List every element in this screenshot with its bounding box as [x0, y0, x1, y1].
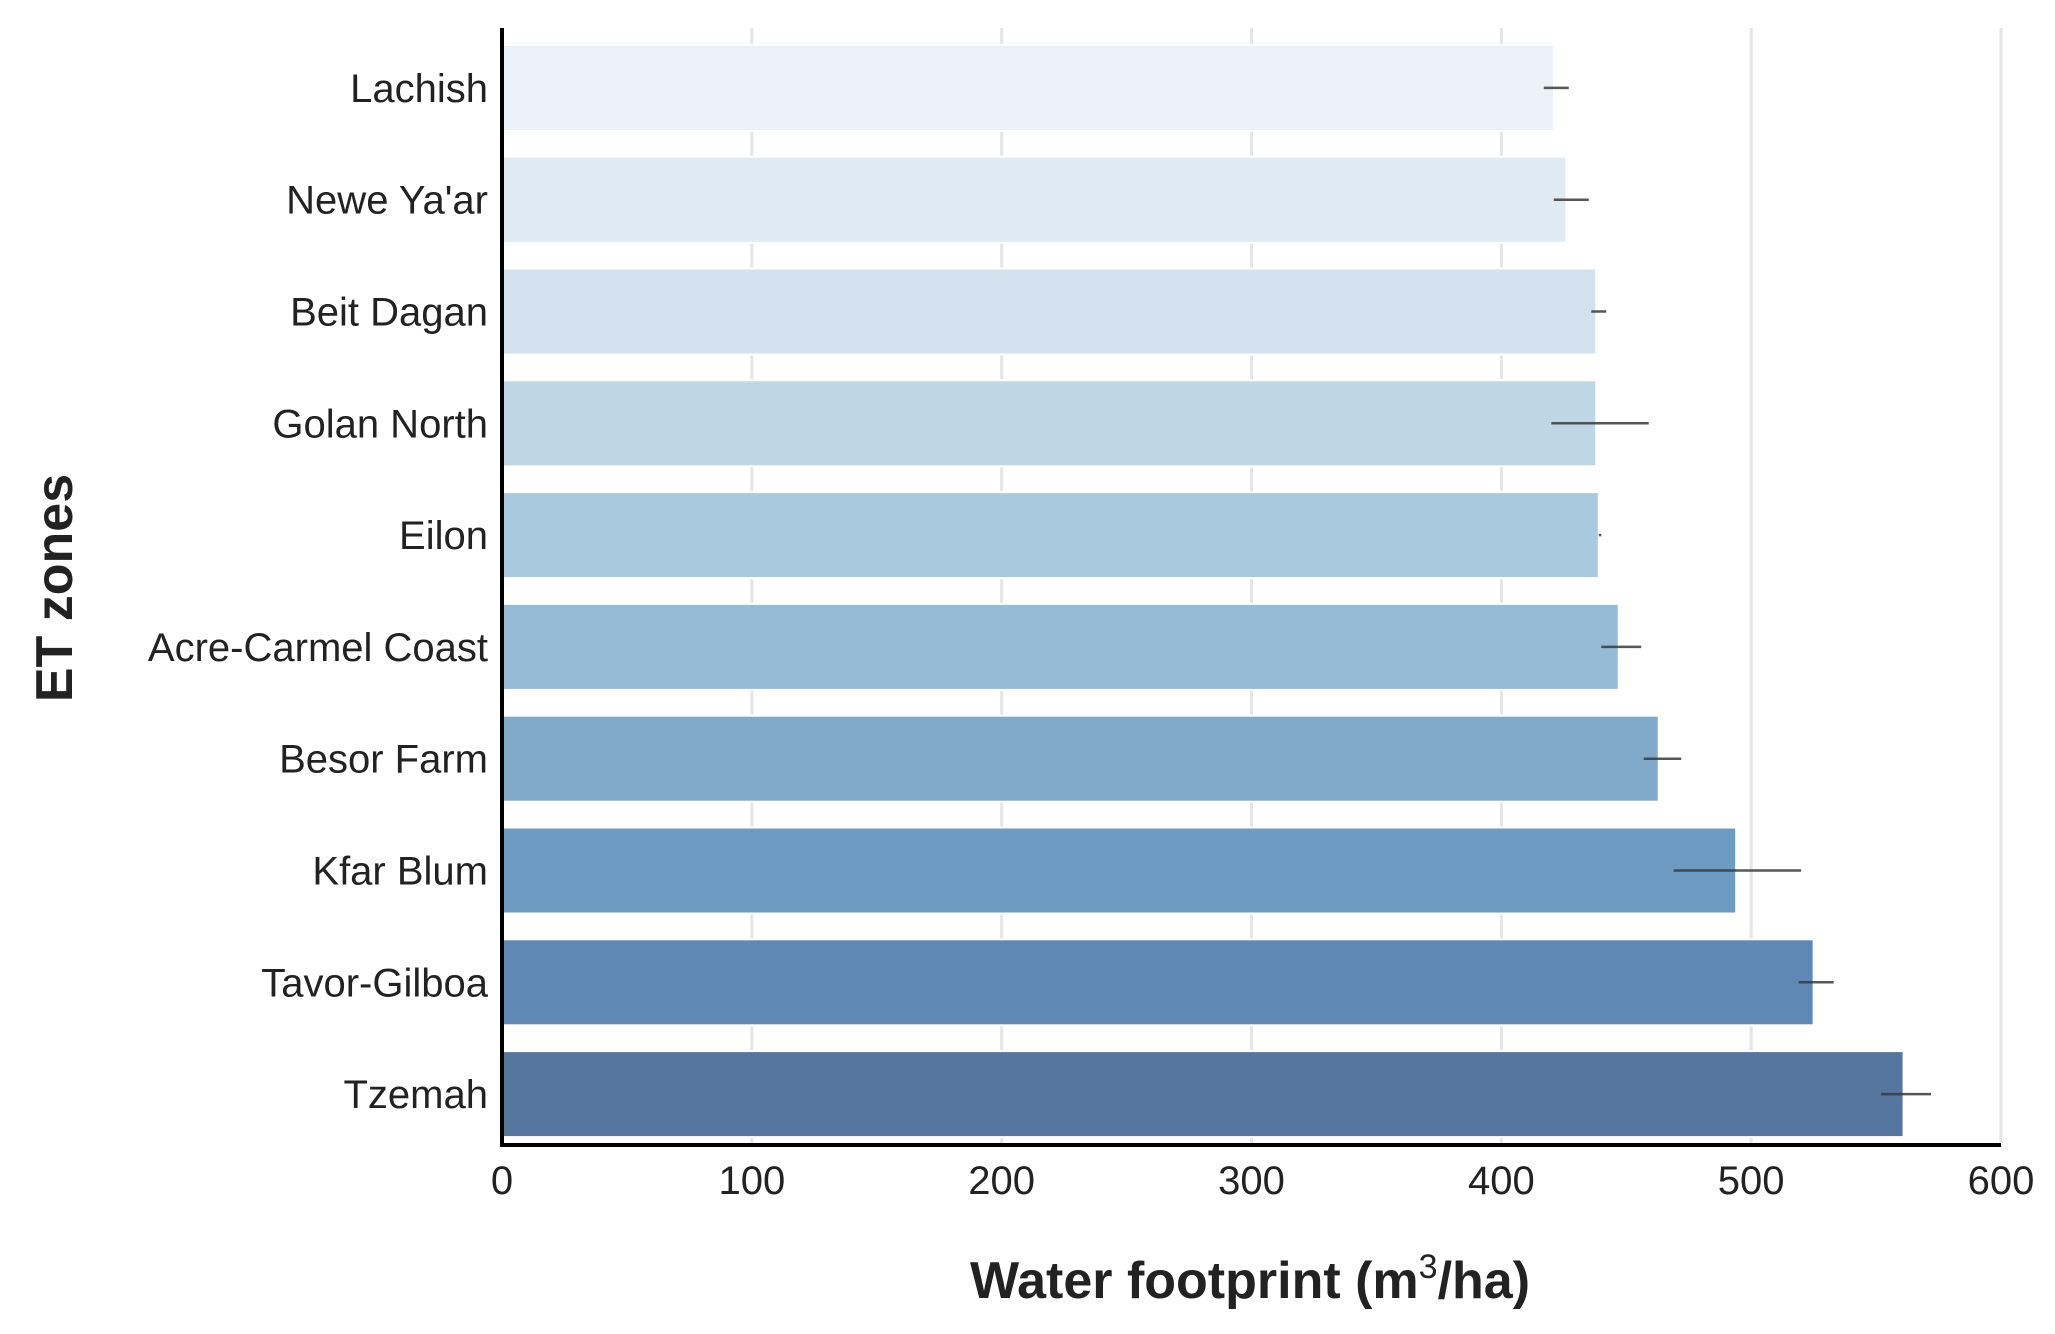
bar: [501, 1050, 1905, 1139]
category-label: Acre-Carmel Coast: [148, 626, 488, 670]
bar: [501, 43, 1555, 132]
bar: [501, 267, 1598, 356]
x-tick-label: 400: [1468, 1159, 1535, 1203]
bar: [501, 714, 1660, 803]
bar: [501, 602, 1620, 691]
category-label: Kfar Blum: [312, 850, 488, 894]
x-axis-title: Water footprint (m3/ha): [970, 1248, 1530, 1310]
bars: [501, 43, 1905, 1139]
category-label: Lachish: [350, 67, 488, 111]
bar: [501, 491, 1600, 580]
bar: [501, 826, 1738, 915]
bar: [501, 379, 1598, 468]
bar: [501, 155, 1568, 244]
x-tick-label: 500: [1718, 1159, 1785, 1203]
category-label: Besor Farm: [279, 738, 488, 782]
x-tick-label: 100: [718, 1159, 785, 1203]
y-axis-title: ET zones: [26, 474, 84, 702]
category-label: Tavor-Gilboa: [261, 961, 489, 1005]
x-tick-label: 300: [1218, 1159, 1285, 1203]
bar: [501, 938, 1815, 1027]
x-tick-label: 600: [1968, 1159, 2035, 1203]
category-label: Beit Dagan: [290, 291, 488, 335]
category-label: Golan North: [272, 402, 488, 446]
category-label: Tzemah: [344, 1073, 489, 1117]
category-label: Eilon: [399, 514, 488, 558]
category-label: Newe Ya'ar: [286, 179, 488, 223]
error-bars: [1543, 86, 1932, 1096]
x-tick-label: 0: [491, 1159, 513, 1203]
x-tick-label: 200: [968, 1159, 1035, 1203]
x-tick-labels: 0 100 200 300 400 500 600: [491, 1159, 2035, 1203]
category-labels: Lachish Newe Ya'ar Beit Dagan Golan North Ei…: [148, 67, 489, 1117]
